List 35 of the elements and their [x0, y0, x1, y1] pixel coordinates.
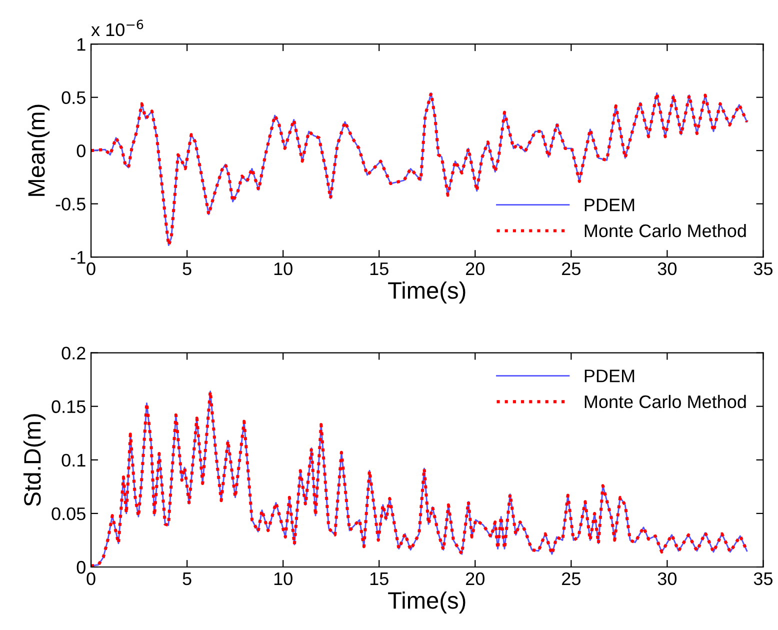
x-tick-label: 15 — [370, 572, 388, 586]
legend-label: Monte Carlo Method — [584, 394, 746, 408]
legend-label: Monte Carlo Method — [584, 224, 746, 238]
x-tick-label: 10 — [274, 262, 292, 276]
x-tick-label: 0 — [86, 262, 96, 276]
legend-label: PDEM — [584, 198, 634, 212]
x-tick-label: 15 — [370, 262, 388, 276]
x-tick-label: 25 — [562, 572, 580, 586]
x-tick-label: 0 — [86, 572, 96, 586]
y-tick-label: 0.1 — [62, 454, 86, 467]
y-axis-title: Mean(m) — [27, 104, 50, 196]
y-tick-label: 1 — [78, 38, 86, 51]
x-tick-label: 20 — [466, 572, 484, 586]
x-tick-label: 5 — [182, 262, 192, 276]
x-tick-label: 25 — [562, 262, 580, 276]
x-tick-label: 35 — [754, 262, 773, 276]
y-tick-label: -0.5 — [56, 198, 86, 211]
y-tick-label: 0.05 — [52, 507, 86, 520]
x-tick-label: 10 — [274, 572, 292, 586]
text: x 10$^{−6}$ — [91, 20, 144, 36]
y-axis-title: Std.D(m) — [23, 414, 46, 506]
x-tick-label: 20 — [466, 262, 484, 276]
y-tick-label: 0.2 — [62, 346, 86, 360]
y-tick-label: 0.15 — [52, 400, 86, 414]
x-tick-label: 30 — [658, 262, 677, 276]
x-axis-title: Time(s) — [388, 282, 466, 304]
legend-label: PDEM — [584, 370, 634, 382]
x-axis-title: Time(s) — [388, 591, 466, 614]
y-tick-label: -1 — [70, 251, 86, 264]
x-tick-label: 5 — [182, 572, 192, 586]
y-tick-label: 0.5 — [62, 91, 86, 104]
y-tick-label: 0 — [76, 144, 86, 158]
y-tick-label: 0 — [76, 560, 86, 574]
x-tick-label: 30 — [658, 572, 677, 586]
x-tick-label: 35 — [754, 572, 773, 586]
